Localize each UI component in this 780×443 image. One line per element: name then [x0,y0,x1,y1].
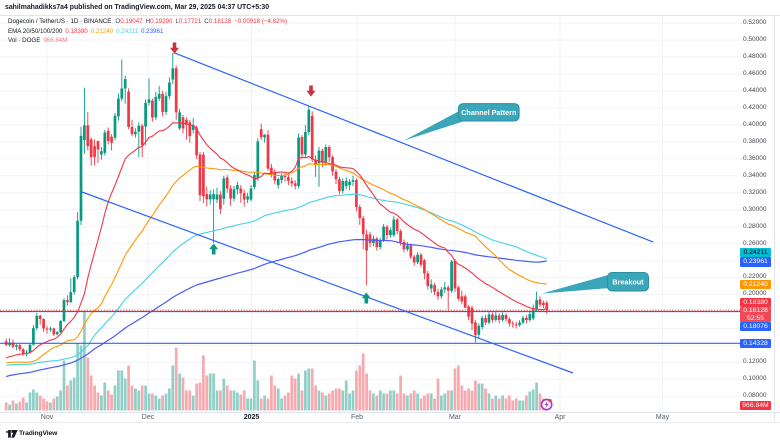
svg-text:Breakout: Breakout [612,278,644,287]
svg-text:Channel Pattern: Channel Pattern [461,108,516,117]
